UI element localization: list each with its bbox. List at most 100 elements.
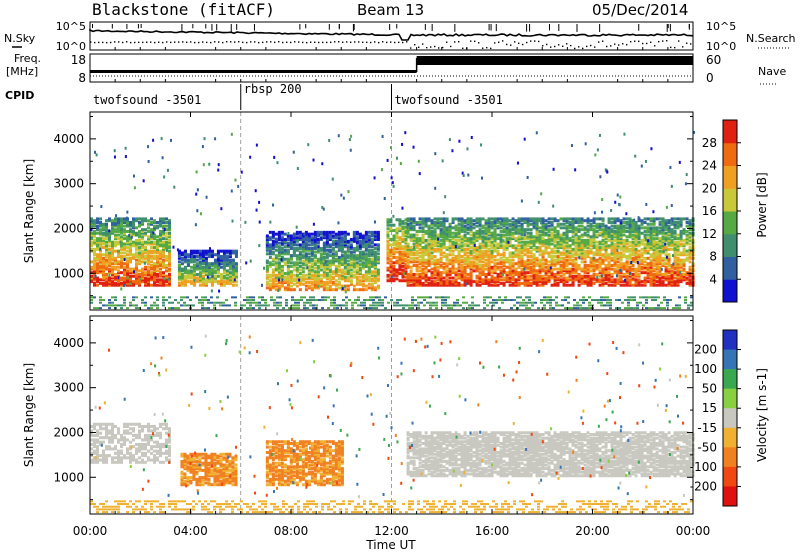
power-cell — [556, 276, 560, 280]
power-cell — [418, 220, 422, 224]
power-cell — [398, 246, 402, 250]
power-cell — [111, 272, 114, 276]
power-cell — [358, 268, 362, 272]
power-cell — [93, 258, 96, 262]
power-cell — [469, 251, 473, 255]
power-cell — [451, 280, 455, 284]
power-cell — [346, 250, 350, 254]
power-cell — [398, 245, 402, 249]
power-cell — [679, 217, 683, 221]
power-cell — [640, 251, 644, 255]
power-cell — [610, 267, 614, 271]
power-cell — [430, 229, 434, 233]
power-cell — [463, 258, 467, 262]
power-cell — [328, 277, 332, 281]
power-cell — [331, 261, 335, 265]
power-cell — [430, 238, 434, 242]
power-cell — [367, 254, 371, 258]
power-cell — [586, 244, 590, 248]
power-cell — [577, 220, 581, 224]
power-cell — [544, 265, 548, 269]
power-cell — [168, 281, 171, 285]
power-cell — [111, 253, 114, 257]
power-cell — [559, 260, 563, 264]
power-cell — [355, 232, 359, 236]
power-cell — [628, 219, 632, 223]
power-cell — [436, 269, 440, 273]
power-cell — [463, 224, 467, 228]
power-cell — [460, 274, 464, 278]
power-cell — [667, 262, 671, 266]
power-cell — [514, 237, 518, 241]
power-cell — [643, 220, 647, 224]
power-cell — [406, 244, 410, 248]
power-cell — [511, 253, 515, 257]
power-cell — [162, 255, 165, 259]
power-cell — [204, 253, 208, 257]
power-cell — [679, 220, 683, 224]
power-cell — [328, 243, 332, 247]
power-cell — [144, 278, 147, 282]
power-cell — [111, 276, 114, 280]
power-cell — [448, 272, 452, 276]
power-cell — [268, 275, 272, 279]
power-cell — [562, 217, 566, 221]
power-cell — [655, 253, 659, 257]
power-cell — [376, 277, 380, 281]
power-cell — [102, 237, 105, 241]
power-cell — [670, 244, 674, 248]
power-cell — [120, 255, 123, 259]
power-cell — [487, 226, 491, 230]
power-cell — [454, 278, 458, 282]
power-cell — [316, 272, 320, 276]
power-cell — [316, 238, 320, 242]
power-cell — [661, 224, 665, 228]
power-cell — [487, 281, 491, 285]
power-cell — [108, 238, 111, 242]
power-cell — [637, 258, 641, 262]
power-cell — [234, 269, 238, 273]
power-cell — [466, 228, 470, 232]
power-cell — [367, 275, 371, 279]
power-cell — [601, 271, 605, 275]
power-cell — [601, 258, 605, 262]
power-cell — [487, 247, 491, 251]
power-cell — [625, 278, 629, 282]
power-cell — [469, 281, 473, 285]
power-cell — [280, 232, 284, 236]
power-cell — [469, 256, 473, 260]
power-cell — [404, 239, 408, 243]
power-cell — [670, 263, 674, 267]
power-cell — [401, 225, 405, 229]
power-cell — [412, 226, 416, 230]
power-cell — [628, 233, 632, 237]
power-cell — [298, 243, 302, 247]
power-cell — [421, 235, 425, 239]
power-cell — [310, 246, 314, 250]
power-cell — [667, 219, 671, 223]
power-cell — [316, 241, 320, 245]
power-cell — [201, 283, 205, 287]
power-cell — [126, 271, 129, 275]
power-cell — [535, 240, 539, 244]
power-cell — [111, 283, 114, 287]
power-cell — [520, 263, 524, 267]
power-cell — [541, 228, 545, 232]
power-cell — [649, 283, 653, 287]
power-cell — [111, 274, 114, 278]
power-cell — [676, 265, 680, 269]
noise-search-point — [378, 41, 380, 44]
power-cell — [340, 263, 344, 267]
power-cell — [361, 273, 365, 277]
power-cell — [120, 256, 123, 260]
power-cell — [147, 283, 150, 287]
power-cell — [183, 255, 187, 259]
power-cell — [649, 219, 653, 223]
power-cell — [445, 246, 449, 250]
power-cell — [637, 233, 641, 237]
power-cell — [598, 260, 602, 264]
power-cell — [499, 260, 503, 264]
power-cell — [386, 241, 390, 245]
power-cell — [147, 258, 150, 262]
power-cell — [484, 222, 488, 226]
